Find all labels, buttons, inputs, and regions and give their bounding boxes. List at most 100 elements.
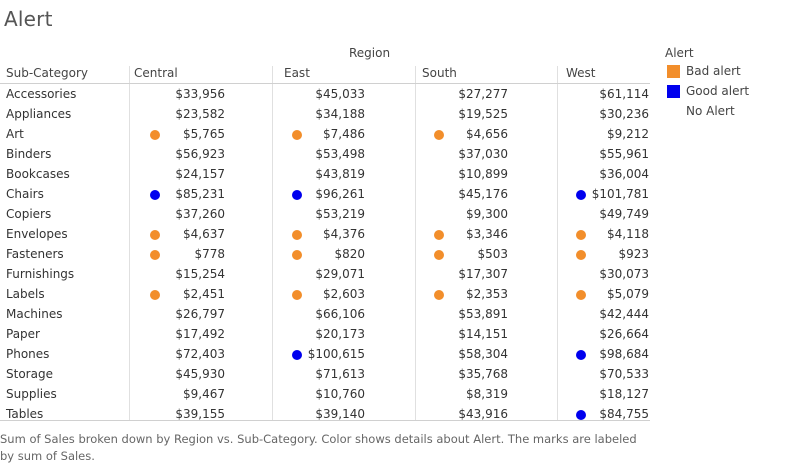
sales-value-central: $33,956 — [175, 87, 225, 101]
bad-alert-marker — [576, 250, 586, 260]
sales-value-east: $53,219 — [315, 207, 365, 221]
sales-value-west: $9,212 — [607, 127, 649, 141]
sales-value-south: $45,176 — [458, 187, 508, 201]
table-row: Copiers $37,260 $53,219 $9,300 $49,749 — [0, 204, 650, 224]
bad-alert-marker — [292, 130, 302, 140]
subcategory-label: Supplies — [6, 387, 57, 401]
good-alert-marker — [576, 190, 586, 200]
good-alert-marker — [150, 190, 160, 200]
sales-value-central: $85,231 — [175, 187, 225, 201]
bad-alert-marker — [150, 290, 160, 300]
sales-value-central: $39,155 — [175, 407, 225, 421]
table-row: Phones $72,403 $100,615 $58,304 $98,684 — [0, 344, 650, 364]
bad-alert-marker — [434, 250, 444, 260]
sales-value-east: $20,173 — [315, 327, 365, 341]
sales-value-south: $8,319 — [466, 387, 508, 401]
table-row: Binders $56,923 $53,498 $37,030 $55,961 — [0, 144, 650, 164]
sales-value-central: $4,637 — [183, 227, 225, 241]
sales-value-central: $56,923 — [175, 147, 225, 161]
table-row: Labels $2,451 $2,603 $2,353 $5,079 — [0, 284, 650, 304]
sales-value-east: $43,819 — [315, 167, 365, 181]
sales-value-central: $24,157 — [175, 167, 225, 181]
header-divider — [0, 83, 650, 84]
sales-value-south: $27,277 — [458, 87, 508, 101]
legend-swatch — [667, 85, 680, 98]
sales-value-central: $778 — [194, 247, 225, 261]
subcategory-label: Appliances — [6, 107, 72, 121]
subcategory-label: Envelopes — [6, 227, 68, 241]
subcategory-label: Art — [6, 127, 24, 141]
sales-value-central: $72,403 — [175, 347, 225, 361]
table-row: Supplies $9,467 $10,760 $8,319 $18,127 — [0, 384, 650, 404]
sales-value-east: $34,188 — [315, 107, 365, 121]
bad-alert-marker — [292, 250, 302, 260]
subcategory-label: Paper — [6, 327, 40, 341]
sales-value-south: $10,899 — [458, 167, 508, 181]
sales-value-east: $96,261 — [315, 187, 365, 201]
legend-title: Alert — [665, 46, 694, 60]
column-header-south: South — [422, 66, 457, 80]
column-divider — [129, 66, 130, 420]
column-divider — [557, 66, 558, 420]
sales-value-south: $14,151 — [458, 327, 508, 341]
sales-value-west: $4,118 — [607, 227, 649, 241]
sales-value-central: $17,492 — [175, 327, 225, 341]
table-row: Paper $17,492 $20,173 $14,151 $26,664 — [0, 324, 650, 344]
sales-value-east: $45,033 — [315, 87, 365, 101]
table-row: Storage $45,930 $71,613 $35,768 $70,533 — [0, 364, 650, 384]
bad-alert-marker — [576, 230, 586, 240]
sales-value-south: $37,030 — [458, 147, 508, 161]
legend-label: No Alert — [686, 104, 735, 118]
sales-value-central: $15,254 — [175, 267, 225, 281]
sales-value-east: $7,486 — [323, 127, 365, 141]
sales-value-central: $26,797 — [175, 307, 225, 321]
sales-value-central: $5,765 — [183, 127, 225, 141]
subcategory-label: Tables — [6, 407, 44, 421]
sales-value-south: $9,300 — [466, 207, 508, 221]
sales-value-central: $23,582 — [175, 107, 225, 121]
subcategory-label: Bookcases — [6, 167, 70, 181]
table-row: Art $5,765 $7,486 $4,656 $9,212 — [0, 124, 650, 144]
sales-value-south: $53,891 — [458, 307, 508, 321]
bad-alert-marker — [292, 230, 302, 240]
sales-value-east: $66,106 — [315, 307, 365, 321]
legend-item[interactable]: Bad alert — [667, 64, 797, 80]
sales-value-east: $39,140 — [315, 407, 365, 421]
subcategory-label: Chairs — [6, 187, 44, 201]
column-header-east: East — [284, 66, 310, 80]
page-title: Alert — [4, 7, 53, 31]
bad-alert-marker — [434, 230, 444, 240]
legend-item[interactable]: Good alert — [667, 84, 797, 100]
sales-value-south: $58,304 — [458, 347, 508, 361]
column-header-central: Central — [134, 66, 178, 80]
sales-value-west: $55,961 — [599, 147, 649, 161]
sales-value-south: $35,768 — [458, 367, 508, 381]
column-divider — [272, 66, 273, 420]
good-alert-marker — [576, 410, 586, 420]
sales-value-west: $49,749 — [599, 207, 649, 221]
sales-value-central: $9,467 — [183, 387, 225, 401]
sales-value-east: $820 — [334, 247, 365, 261]
legend-item[interactable]: No Alert — [667, 104, 797, 120]
sales-value-east: $2,603 — [323, 287, 365, 301]
sales-value-east: $29,071 — [315, 267, 365, 281]
table-row: Bookcases $24,157 $43,819 $10,899 $36,004 — [0, 164, 650, 184]
table-row: Accessories $33,956 $45,033 $27,277 $61,114 — [0, 84, 650, 104]
bad-alert-marker — [150, 250, 160, 260]
good-alert-marker — [292, 190, 302, 200]
sales-value-south: $503 — [477, 247, 508, 261]
legend-label: Bad alert — [686, 64, 741, 78]
sales-value-west: $101,781 — [591, 187, 649, 201]
table-row: Appliances $23,582 $34,188 $19,525 $30,236 — [0, 104, 650, 124]
table-row: Machines $26,797 $66,106 $53,891 $42,444 — [0, 304, 650, 324]
sales-value-west: $18,127 — [599, 387, 649, 401]
sales-value-west: $26,664 — [599, 327, 649, 341]
subcategory-label: Machines — [6, 307, 63, 321]
column-header-west: West — [566, 66, 596, 80]
sales-value-central: $45,930 — [175, 367, 225, 381]
sales-value-south: $4,656 — [466, 127, 508, 141]
region-group-label: Region — [349, 46, 391, 60]
table-row: Envelopes $4,637 $4,376 $3,346 $4,118 — [0, 224, 650, 244]
sales-value-west: $5,079 — [607, 287, 649, 301]
sales-value-west: $42,444 — [599, 307, 649, 321]
